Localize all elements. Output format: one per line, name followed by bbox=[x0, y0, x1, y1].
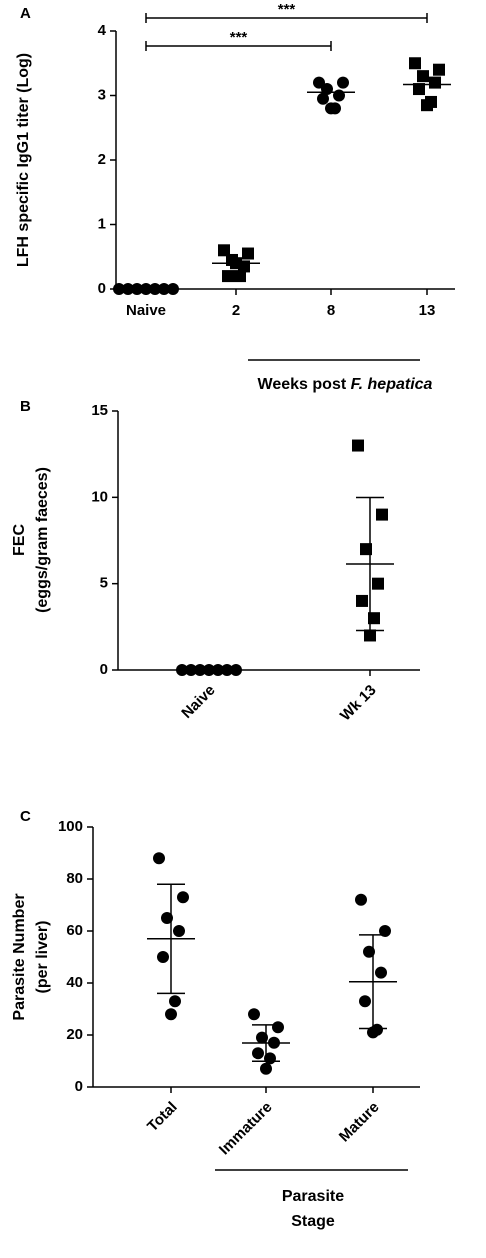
y-tick-label: 3 bbox=[98, 86, 106, 103]
data-point bbox=[252, 1047, 264, 1060]
x-tick-label: 2 bbox=[232, 302, 240, 319]
data-point bbox=[317, 92, 329, 105]
y-axis-label: (per liver) bbox=[34, 921, 51, 994]
data-point bbox=[356, 594, 368, 607]
data-point bbox=[161, 912, 173, 924]
x-axis-label: Stage bbox=[291, 1213, 335, 1230]
panel-label: C bbox=[20, 808, 31, 825]
y-tick-label: 4 bbox=[98, 22, 107, 39]
x-tick-label: Wk 13 bbox=[337, 682, 380, 725]
data-point bbox=[368, 612, 380, 625]
data-point bbox=[157, 951, 169, 963]
data-point bbox=[359, 995, 371, 1008]
data-point bbox=[355, 893, 367, 906]
data-point bbox=[242, 247, 254, 260]
data-point bbox=[409, 57, 421, 70]
significance-label: *** bbox=[230, 29, 248, 46]
data-point bbox=[234, 270, 246, 283]
x-tick-label: 13 bbox=[419, 302, 436, 319]
data-point bbox=[429, 76, 441, 89]
data-point bbox=[218, 244, 230, 257]
data-point bbox=[256, 1031, 268, 1044]
x-axis-label-part: F. hepatica bbox=[351, 376, 433, 393]
y-axis-label: (eggs/gram faeces) bbox=[34, 467, 51, 613]
y-tick-label: 0 bbox=[100, 661, 108, 678]
y-tick-label: 15 bbox=[91, 402, 108, 419]
data-point bbox=[376, 508, 388, 521]
data-point bbox=[372, 577, 384, 590]
data-point bbox=[165, 1008, 177, 1021]
x-axis-label: Parasite bbox=[282, 1188, 344, 1205]
data-point bbox=[222, 270, 234, 283]
x-tick-label: Total bbox=[144, 1099, 181, 1136]
x-axis-label: Weeks post F. hepatica bbox=[258, 376, 433, 393]
significance-bracket bbox=[145, 13, 428, 23]
data-point bbox=[173, 925, 185, 937]
data-point bbox=[363, 945, 375, 958]
y-tick-label: 20 bbox=[66, 1026, 83, 1043]
data-point bbox=[230, 664, 242, 676]
data-point bbox=[421, 99, 433, 112]
data-point bbox=[325, 102, 337, 115]
data-point bbox=[167, 283, 179, 295]
data-point bbox=[433, 63, 445, 76]
significance-label: *** bbox=[278, 1, 296, 18]
data-point bbox=[417, 70, 429, 83]
data-point bbox=[153, 852, 165, 865]
data-point bbox=[379, 925, 391, 937]
y-tick-label: 0 bbox=[98, 280, 106, 297]
y-tick-label: 2 bbox=[98, 151, 106, 168]
y-tick-label: 40 bbox=[66, 974, 83, 991]
y-tick-label: 0 bbox=[75, 1078, 83, 1095]
y-axis-label: Parasite Number bbox=[11, 893, 28, 1020]
data-point bbox=[113, 283, 125, 295]
y-tick-label: 60 bbox=[66, 922, 83, 939]
data-point bbox=[272, 1021, 284, 1034]
y-tick-label: 5 bbox=[100, 575, 108, 592]
data-point bbox=[360, 543, 372, 556]
data-point bbox=[313, 76, 325, 89]
x-axis-label-part: Weeks post bbox=[258, 376, 351, 393]
data-point bbox=[337, 76, 349, 89]
x-tick-label: Mature bbox=[336, 1099, 383, 1146]
y-tick-label: 80 bbox=[66, 870, 83, 887]
data-point bbox=[260, 1062, 272, 1075]
y-axis-label: LFH specific IgG1 titer (Log) bbox=[15, 53, 32, 267]
data-point bbox=[169, 995, 181, 1008]
x-tick-label: Immature bbox=[216, 1099, 276, 1159]
panel-label: A bbox=[20, 5, 31, 22]
data-point bbox=[352, 439, 364, 452]
data-point bbox=[367, 1026, 379, 1039]
x-tick-label: Naive bbox=[178, 682, 218, 722]
y-axis-label: FEC bbox=[11, 524, 28, 556]
data-point bbox=[248, 1008, 260, 1021]
y-tick-label: 100 bbox=[58, 818, 83, 835]
data-point bbox=[176, 664, 188, 676]
data-point bbox=[364, 629, 376, 642]
x-tick-label: 8 bbox=[327, 302, 335, 319]
panel-label: B bbox=[20, 398, 31, 415]
data-point bbox=[177, 891, 189, 904]
data-point bbox=[333, 89, 345, 102]
x-tick-label: Naive bbox=[126, 302, 166, 319]
significance-bracket bbox=[145, 41, 332, 51]
y-tick-label: 10 bbox=[91, 488, 108, 505]
data-point bbox=[413, 83, 425, 96]
data-point bbox=[375, 966, 387, 979]
y-tick-label: 1 bbox=[98, 215, 106, 232]
